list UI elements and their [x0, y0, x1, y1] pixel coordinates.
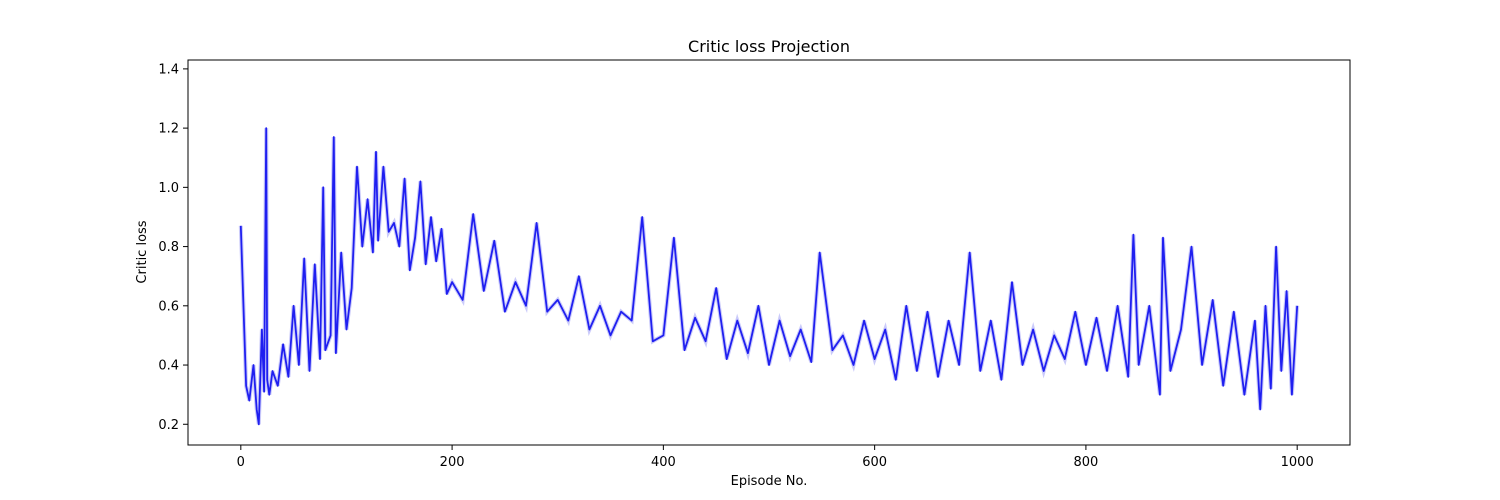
- chart-title: Critic loss Projection: [688, 37, 850, 56]
- series-line: [239, 127, 1299, 426]
- x-tick-label: 600: [862, 455, 887, 470]
- x-tick-label: 800: [1073, 455, 1098, 470]
- y-tick-label: 1.4: [158, 62, 179, 77]
- x-tick-label: 200: [440, 455, 465, 470]
- x-tick-label: 1000: [1281, 455, 1314, 470]
- x-axis: 0 200 400 600 800 1000: [237, 445, 1314, 470]
- x-axis-label: Episode No.: [731, 474, 808, 489]
- y-tick-label: 0.4: [158, 359, 179, 374]
- y-tick-label: 0.2: [158, 418, 179, 433]
- x-tick-label: 400: [651, 455, 676, 470]
- x-tick-label: 0: [237, 455, 245, 470]
- plot-area: [238, 127, 1300, 426]
- y-axis-label: Critic loss: [135, 220, 150, 283]
- y-tick-label: 1.0: [158, 181, 179, 196]
- confidence-band: [238, 128, 1300, 425]
- plot-frame: [187, 59, 1351, 446]
- y-axis: 0.2 0.4 0.6 0.8 1.0 1.2 1.4: [158, 62, 188, 433]
- y-tick-label: 1.2: [158, 122, 179, 137]
- y-tick-label: 0.8: [158, 240, 179, 255]
- y-tick-label: 0.6: [158, 299, 179, 314]
